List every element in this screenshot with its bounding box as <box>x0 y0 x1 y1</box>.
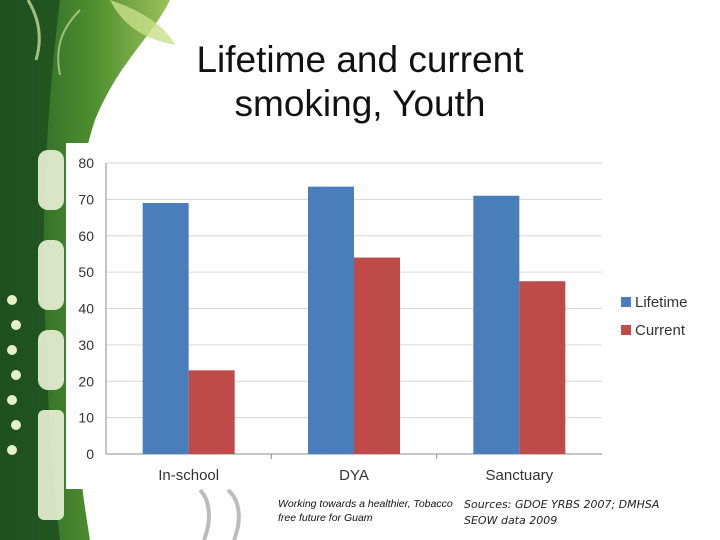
footer-sources: Sources: GDOE YRBS 2007; DMHSA SEOW data… <box>464 498 660 527</box>
y-tick-label: 40 <box>78 301 94 317</box>
legend-swatch-current <box>621 325 631 335</box>
bar-lifetime-sanctuary <box>473 195 520 455</box>
x-category-label: DYA <box>339 467 369 484</box>
y-tick-label: 30 <box>78 337 94 353</box>
bar-chart: 0 10 20 30 40 50 60 70 80 In-school DYA Sanctuary Li… <box>78 155 688 484</box>
y-tick-label: 80 <box>78 155 94 171</box>
y-tick-label: 10 <box>78 410 94 426</box>
bar-current-dya <box>354 257 400 454</box>
legend-label-lifetime: Lifetime <box>635 294 688 311</box>
y-tick-label: 60 <box>78 228 94 244</box>
bar-current-in-school <box>188 370 235 454</box>
y-tick-label: 20 <box>78 373 94 389</box>
bar-current-sanctuary <box>519 281 566 454</box>
chart-panel: 0 10 20 30 40 50 60 70 80 In-school DYA Sanctuary Li… <box>66 143 700 489</box>
footer-tagline: Working towards a healthier, Tobacco fre… <box>278 498 453 524</box>
x-category-label: In-school <box>158 467 219 484</box>
y-tick-label: 0 <box>86 446 94 462</box>
y-tick-label: 70 <box>78 191 94 207</box>
legend-label-current: Current <box>635 322 686 339</box>
slide-title: Lifetime and current smoking, Youth <box>196 39 524 124</box>
legend-swatch-lifetime <box>621 297 631 307</box>
x-category-label: Sanctuary <box>486 467 554 484</box>
y-tick-label: 50 <box>78 264 94 280</box>
bar-lifetime-in-school <box>142 203 189 454</box>
bar-lifetime-dya <box>308 186 354 455</box>
